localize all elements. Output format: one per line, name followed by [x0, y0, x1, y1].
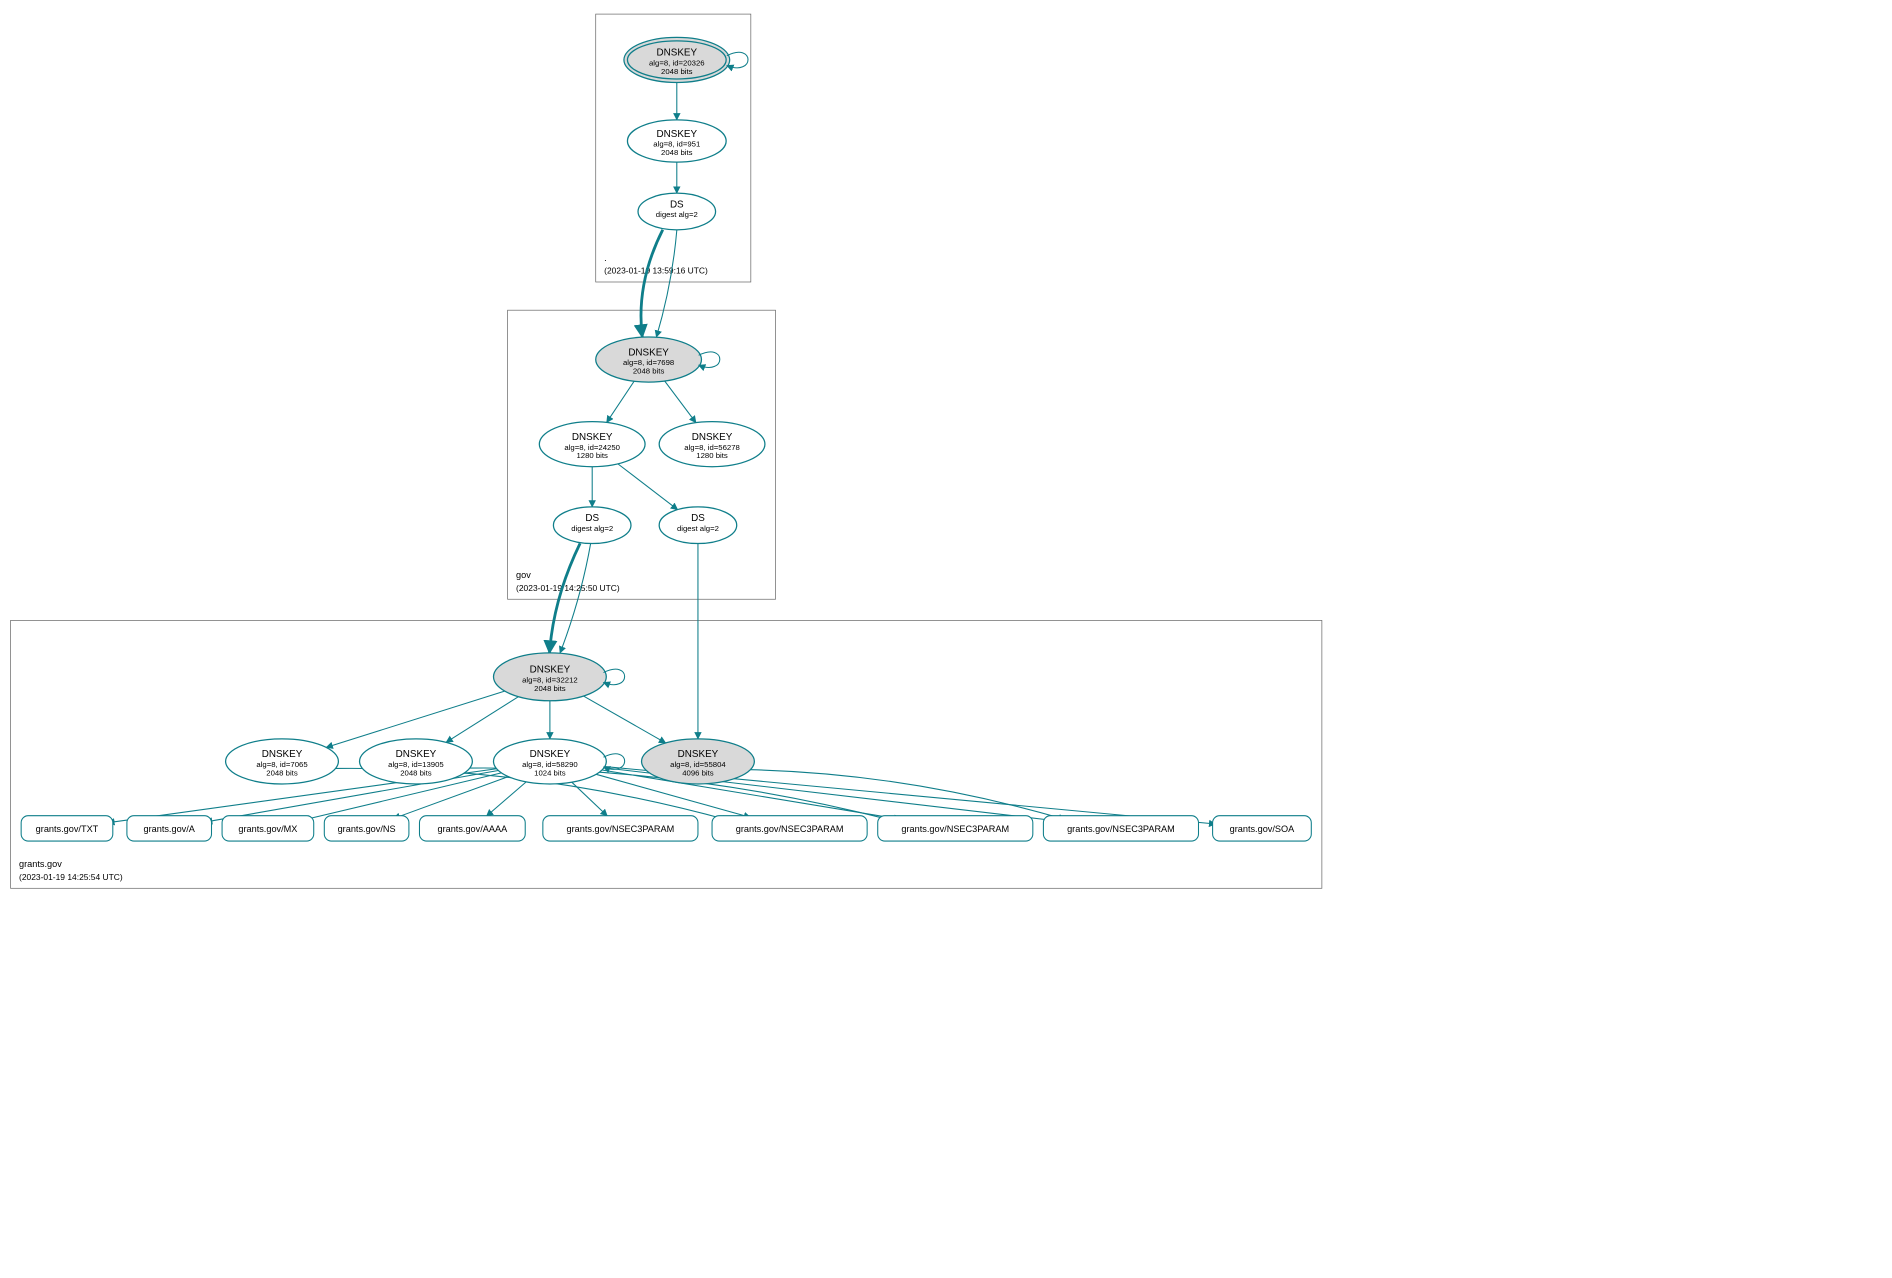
node-line3: 2048 bits: [266, 768, 298, 777]
node-root-ds: DSdigest alg=2: [638, 193, 716, 230]
node-title: DNSKEY: [657, 129, 698, 140]
rrset-rr-aaaa: grants.gov/AAAA: [419, 816, 525, 841]
node-title: DS: [670, 199, 684, 210]
rrset-rr-txt: grants.gov/TXT: [21, 816, 113, 841]
zone-timestamp: (2023-01-19 14:25:50 UTC): [516, 583, 620, 593]
rrset-label: grants.gov/SOA: [1230, 824, 1296, 834]
node-title: DNSKEY: [628, 347, 669, 358]
node-line2: digest alg=2: [677, 524, 719, 533]
node-gov-ds1: DSdigest alg=2: [553, 507, 631, 544]
rrset-label: grants.gov/A: [143, 824, 195, 834]
rrset-rr-a: grants.gov/A: [127, 816, 212, 841]
node-root-zsk: DNSKEYalg=8, id=9512048 bits: [627, 120, 726, 162]
node-gr-zsk2: DNSKEYalg=8, id=139052048 bits: [360, 739, 473, 784]
node-gov-ds2: DSdigest alg=2: [659, 507, 737, 544]
node-line3: 2048 bits: [400, 768, 432, 777]
zone-label: .: [604, 253, 607, 263]
node-title: DNSKEY: [657, 48, 698, 59]
rrset-rr-n3p1: grants.gov/NSEC3PARAM: [543, 816, 698, 841]
node-line3: 2048 bits: [534, 684, 566, 693]
node-line3: 4096 bits: [682, 768, 714, 777]
zone-timestamp: (2023-01-19 13:59:16 UTC): [604, 266, 708, 276]
edge: [560, 543, 591, 653]
node-gr-ksk2: DNSKEYalg=8, id=558044096 bits: [642, 739, 755, 784]
rrset-rr-n3p2: grants.gov/NSEC3PARAM: [712, 816, 867, 841]
rrset-rr-n3p3: grants.gov/NSEC3PARAM: [878, 816, 1033, 841]
node-title: DNSKEY: [530, 665, 571, 676]
node-line3: 2048 bits: [661, 67, 693, 76]
edge: [641, 230, 663, 337]
node-line2: alg=8, id=32212: [522, 675, 578, 684]
edge: [618, 464, 678, 510]
node-line2: alg=8, id=20326: [649, 59, 705, 68]
edge: [665, 381, 696, 423]
node-title: DS: [691, 513, 705, 524]
node-line2: alg=8, id=58290: [522, 760, 578, 769]
rrset-label: grants.gov/NSEC3PARAM: [901, 824, 1009, 834]
node-gov-ksk: DNSKEYalg=8, id=76982048 bits: [596, 337, 720, 382]
node-title: DS: [585, 513, 599, 524]
rrset-label: grants.gov/NSEC3PARAM: [736, 824, 844, 834]
node-line3: 1280 bits: [696, 451, 728, 460]
node-title: DNSKEY: [572, 432, 613, 443]
node-line2: alg=8, id=13905: [388, 760, 444, 769]
node-gov-zsk2: DNSKEYalg=8, id=562781280 bits: [659, 422, 765, 467]
rrset-label: grants.gov/NS: [338, 824, 396, 834]
edge: [656, 230, 676, 337]
node-line2: alg=8, id=7065: [256, 760, 307, 769]
node-line3: 1024 bits: [534, 768, 566, 777]
node-title: DNSKEY: [678, 749, 719, 760]
node-title: DNSKEY: [692, 432, 733, 443]
node-title: DNSKEY: [396, 749, 437, 760]
zone-label: gov: [516, 570, 531, 580]
edge: [584, 696, 666, 743]
edge: [487, 782, 527, 816]
node-line3: 2048 bits: [661, 148, 693, 157]
node-line2: alg=8, id=951: [653, 140, 700, 149]
rrset-label: grants.gov/AAAA: [437, 824, 508, 834]
edge: [549, 543, 580, 653]
node-line2: digest alg=2: [571, 524, 613, 533]
node-line2: alg=8, id=24250: [564, 443, 620, 452]
node-line2: digest alg=2: [656, 210, 698, 219]
node-line3: 1280 bits: [576, 451, 608, 460]
node-title: DNSKEY: [262, 749, 303, 760]
diagram-root: . (2023-01-19 13:59:16 UTC) gov (2023-01-19…: [0, 0, 1892, 901]
rrset-rr-soa: grants.gov/SOA: [1213, 816, 1312, 841]
rrset-rr-ns: grants.gov/NS: [324, 816, 409, 841]
rrset-rr-mx: grants.gov/MX: [222, 816, 314, 841]
zone-label: grants.gov: [19, 859, 62, 869]
node-title: DNSKEY: [530, 749, 571, 760]
node-gr-zsk1: DNSKEYalg=8, id=70652048 bits: [226, 739, 339, 784]
edge: [446, 697, 518, 743]
rrset-label: grants.gov/NSEC3PARAM: [1067, 824, 1175, 834]
rrset-rr-n3p4: grants.gov/NSEC3PARAM: [1043, 816, 1198, 841]
rrset-label: grants.gov/TXT: [36, 824, 99, 834]
node-root-ksk: DNSKEYalg=8, id=203262048 bits: [624, 37, 748, 82]
node-gov-zsk1: DNSKEYalg=8, id=242501280 bits: [539, 422, 645, 467]
node-line2: alg=8, id=7698: [623, 358, 674, 367]
zone-timestamp: (2023-01-19 14:25:54 UTC): [19, 872, 123, 882]
rrset-label: grants.gov/MX: [238, 824, 297, 834]
rrset-label: grants.gov/NSEC3PARAM: [567, 824, 675, 834]
node-line2: alg=8, id=55804: [670, 760, 726, 769]
node-gr-ksk: DNSKEYalg=8, id=322122048 bits: [494, 653, 625, 701]
node-line3: 2048 bits: [633, 367, 665, 376]
node-line2: alg=8, id=56278: [684, 443, 740, 452]
edge: [607, 381, 634, 422]
